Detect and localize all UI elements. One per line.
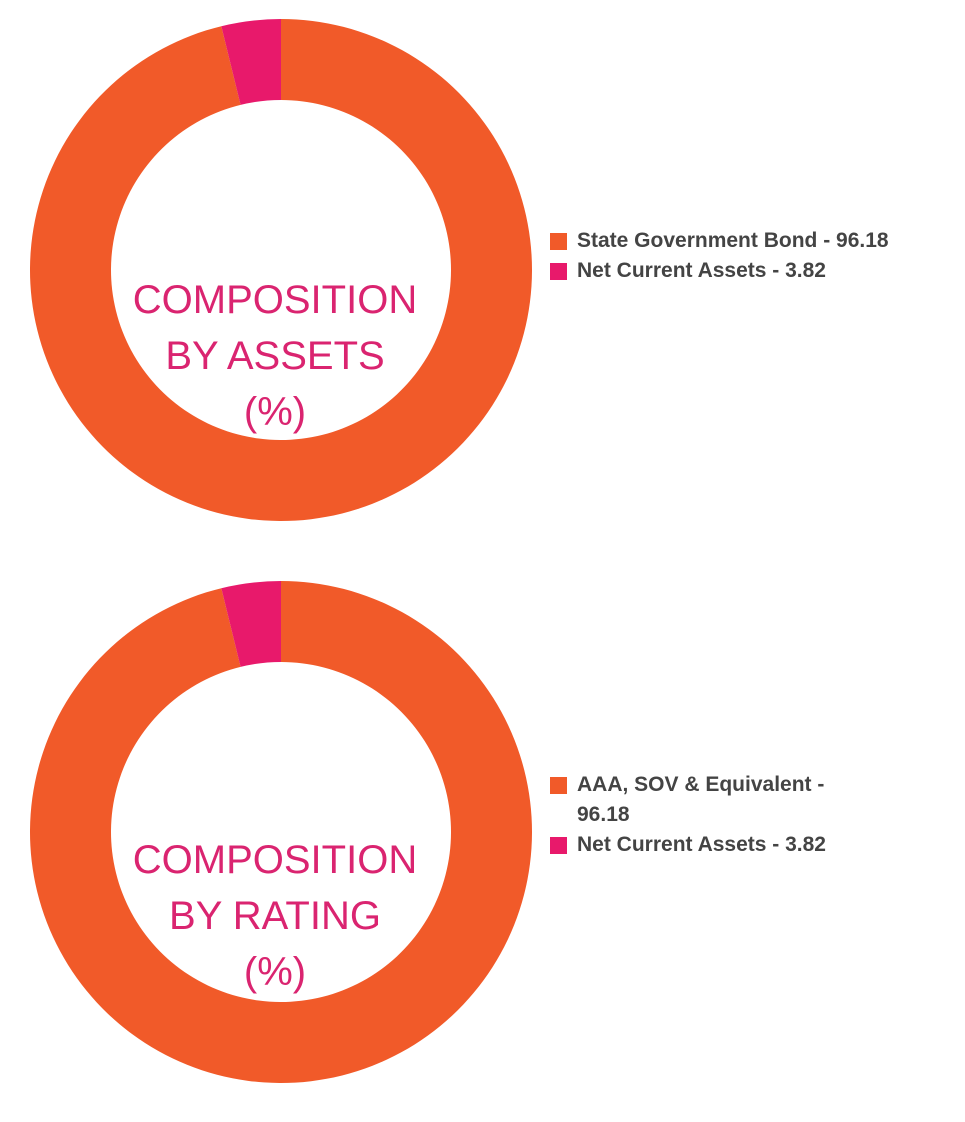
legend-swatch [550,837,567,854]
legend-item: Net Current Assets - 3.82 [550,830,880,860]
legend: State Government Bond - 96.18 Net Curren… [550,226,950,286]
donut-slice-aaa-sov-equivalent [30,581,533,1083]
legend-item: Net Current Assets - 3.82 [550,256,950,286]
donut-chart [30,581,533,1083]
composition-by-assets-chart: COMPOSITION BY ASSETS (%) State Governme… [0,0,965,560]
center-label-line: COMPOSITION [132,838,418,882]
donut-slice-net-current-assets [221,581,281,667]
center-label-line: (%) [243,390,307,434]
legend-label: Net Current Assets - 3.82 [577,833,826,856]
legend-item: State Government Bond - 96.18 [550,226,950,256]
donut-center-label: COMPOSITION BY RATING (%) [95,832,455,1000]
legend: AAA, SOV & Equivalent - 96.18 Net Curren… [550,770,880,860]
legend-label: Net Current Assets - 3.82 [577,259,826,282]
legend-swatch [550,263,567,280]
donut-chart [30,19,533,521]
donut-slice-state-government-bond [30,19,533,521]
center-label-line: (%) [243,950,307,994]
legend-item: AAA, SOV & Equivalent - 96.18 [550,770,880,830]
legend-label: State Government Bond - 96.18 [577,229,889,252]
legend-swatch [550,777,567,794]
legend-label: AAA, SOV & Equivalent - 96.18 [577,773,825,826]
composition-by-rating-chart: COMPOSITION BY RATING (%) AAA, SOV & Equ… [0,562,965,1122]
donut-center-label: COMPOSITION BY ASSETS (%) [95,272,455,440]
center-label-line: BY RATING [169,894,381,938]
donut-slice-net-current-assets [221,19,281,105]
center-label-line: COMPOSITION [132,278,418,322]
center-label-line: BY ASSETS [165,334,385,378]
legend-swatch [550,233,567,250]
